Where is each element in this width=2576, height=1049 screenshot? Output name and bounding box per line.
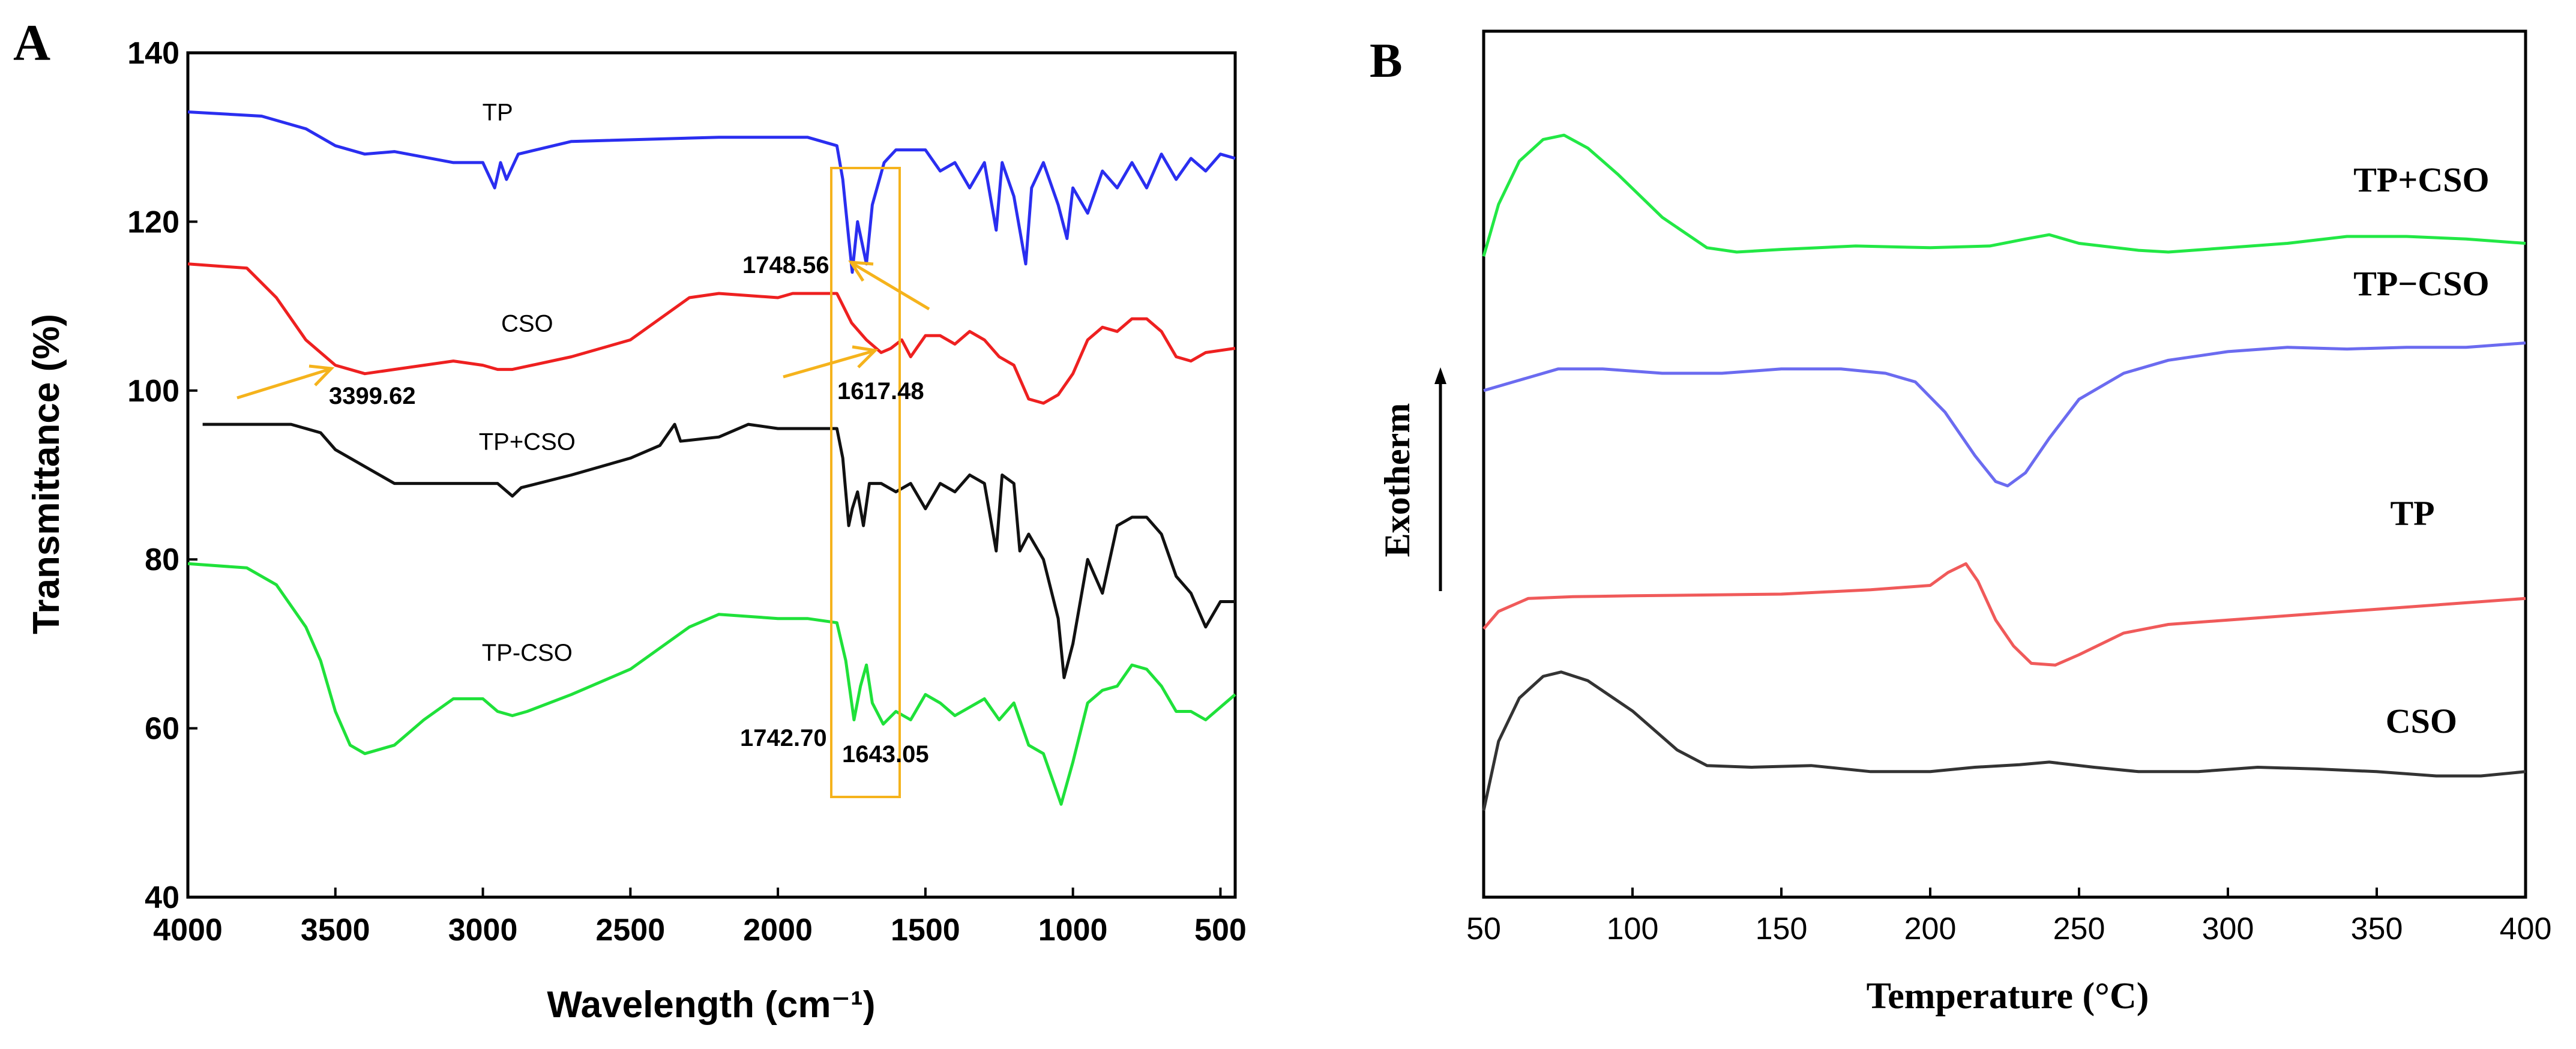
panel-b-letter: B <box>1370 33 1403 88</box>
exotherm-arrow-head <box>1434 367 1446 384</box>
chart-0-x-tick-label: 3500 <box>301 913 370 948</box>
annotation-1617: 1617.48 <box>837 378 924 404</box>
chart-1-x-tick-label: 50 <box>1466 912 1501 946</box>
chart-1-x-tick-label: 400 <box>2500 912 2552 946</box>
panel-a-x-axis-label: Wavelength (cm⁻¹) <box>547 984 875 1026</box>
chart-0-series-cso-label: CSO <box>501 310 553 337</box>
chart-1-series-tp-cso-line <box>1483 341 2526 488</box>
panel-a: A 4000 3500 3000 2500 2000 1500 1000 500 40 60 80 1… <box>13 14 1247 1026</box>
panel-a-frame <box>186 51 1237 899</box>
chart-1-series-tp-line <box>1482 562 2526 667</box>
chart-1-x-tick-label: 250 <box>2053 912 2105 946</box>
chart-0-series-tp-cso-line <box>202 422 1235 679</box>
exotherm-label: Exotherm <box>1377 403 1417 558</box>
chart-1-series-tp-label: TP <box>2390 494 2434 533</box>
panel-a-ticks: 4000 3500 3000 2500 2000 1500 1000 500 40 60 80 100… <box>127 36 1247 948</box>
panel-b-frame <box>1482 29 2527 899</box>
panel-a-arrow-1617 <box>783 345 879 379</box>
chart-1-x-tick-label: 350 <box>2351 912 2403 946</box>
annotation-1748: 1748.56 <box>742 252 829 278</box>
chart-0-series-tp-label: TP <box>483 100 513 126</box>
chart-0-series-tp-cso-line <box>187 562 1236 806</box>
chart-0-y-tick-label: 80 <box>145 543 179 577</box>
panel-a-highlight-box <box>830 167 901 798</box>
chart-0-x-tick-label: 1500 <box>891 913 960 948</box>
panel-a-letter: A <box>13 14 50 71</box>
chart-0-series-tp-cso-label: TP-CSO <box>482 640 573 666</box>
chart-0-y-tick-label: 140 <box>127 36 179 71</box>
annotation-1742: 1742.70 <box>740 725 827 751</box>
panel-a-arrow-1748 <box>848 260 930 311</box>
chart-1-series-tp-cso-label: TP−CSO <box>2353 264 2489 303</box>
chart-1-x-tick-label: 150 <box>1756 912 1808 946</box>
chart-0-x-tick-label: 2500 <box>595 913 665 948</box>
exotherm-indicator: Exotherm <box>1377 367 1446 591</box>
chart-0-y-tick-label: 100 <box>127 374 179 409</box>
chart-1-series-tp-cso-label: TP+CSO <box>2353 160 2489 199</box>
chart-1-x-tick-label: 300 <box>2202 912 2254 946</box>
chart-0-y-tick-label: 60 <box>145 712 179 747</box>
chart-0-x-tick-label: 1000 <box>1038 913 1108 948</box>
panel-b-series: TP+CSO TP−CSO TP CSO <box>1482 133 2526 811</box>
chart-1-x-tick-label: 200 <box>1904 912 1957 946</box>
panel-b-ticks: 50 100 150 200 250 300 350 400 <box>1466 888 2551 946</box>
chart-0-y-tick-label: 40 <box>145 880 179 915</box>
annotation-1643: 1643.05 <box>842 741 929 768</box>
chart-0-x-tick-label: 4000 <box>153 913 223 948</box>
panel-a-y-axis-label: Transmittance (%) <box>26 314 67 634</box>
chart-0-y-tick-label: 120 <box>127 205 179 239</box>
chart-0-x-tick-label: 3000 <box>448 913 518 948</box>
annotation-3399: 3399.62 <box>329 383 416 409</box>
chart-0-x-tick-label: 500 <box>1194 913 1247 948</box>
chart-0-x-tick-label: 2000 <box>743 913 813 948</box>
chart-1-series-cso-line <box>1482 670 2526 811</box>
chart-1-series-cso-label: CSO <box>2386 702 2457 741</box>
panel-b: B 50 100 150 200 250 300 350 400 TP+CSOTP−CSOTP… <box>1370 29 2551 1017</box>
panel-a-arrow-3399 <box>236 364 335 400</box>
panel-b-x-axis-label: Temperature (°C) <box>1867 976 2149 1017</box>
chart-0-series-cso-line <box>187 262 1236 405</box>
chart-0-series-tp-line <box>187 110 1236 274</box>
chart-0-series-tp-cso-label: TP+CSO <box>479 428 576 455</box>
panel-a-series: TP CSO TP+CSO TP-CSO <box>187 100 1236 806</box>
chart-1-x-tick-label: 100 <box>1607 912 1659 946</box>
chart-1-series-tp-cso-line <box>1482 133 2526 257</box>
